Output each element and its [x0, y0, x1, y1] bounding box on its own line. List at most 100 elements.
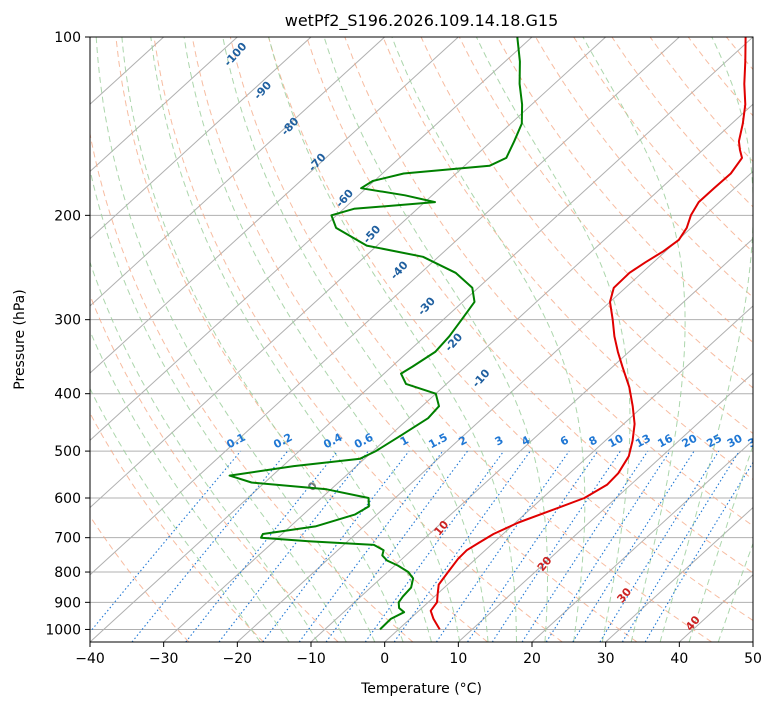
- moist-adiabat: [323, 37, 548, 642]
- isotherm: [163, 103, 753, 642]
- moist-adiabat: [95, 37, 376, 642]
- moist-adiabat: [475, 37, 631, 642]
- moist-adiabat: [121, 37, 404, 642]
- x-tick-label: 0: [380, 651, 389, 667]
- mixing-ratio-label: 16: [655, 432, 675, 451]
- dry-adiabat: [90, 412, 264, 642]
- isotherm: [90, 37, 238, 173]
- dry-adiabat-label: -90: [251, 78, 274, 102]
- mixing-ratio-line: [521, 450, 649, 642]
- dry-adiabat-label: -10: [470, 366, 493, 390]
- mixing-ratio-label: 30: [725, 432, 745, 451]
- mixing-ratio-label: 20: [680, 432, 700, 451]
- y-tick-label: 800: [54, 565, 81, 581]
- isotherm: [310, 237, 753, 642]
- isotherm: [457, 372, 753, 642]
- y-tick-label: 1000: [45, 622, 81, 638]
- y-tick-label: 400: [54, 387, 81, 403]
- sounding-series: [228, 37, 747, 631]
- mixing-ratio-line: [90, 450, 242, 633]
- moist-adiabat: [90, 167, 347, 642]
- x-tick-label: −10: [296, 651, 326, 667]
- moist-adiabat: [90, 260, 319, 642]
- dry-adiabat: [153, 37, 563, 642]
- dry-adiabat: [268, 37, 753, 622]
- mixing-ratio-line: [298, 450, 444, 642]
- isotherm: [90, 37, 607, 509]
- x-tick-label: −20: [223, 651, 253, 667]
- isotherm: [531, 439, 753, 642]
- moist-adiabat: [183, 37, 461, 642]
- mixing-ratio-label: 0.6: [352, 431, 376, 452]
- y-tick-label: 500: [54, 444, 81, 460]
- mixing-ratio-line: [491, 450, 621, 642]
- mixing-ratio-line: [435, 450, 570, 642]
- dry-adiabat-label: -60: [333, 186, 356, 210]
- dewpoint-line: [228, 37, 524, 631]
- isotherm: [90, 37, 533, 442]
- mixing-ratio-label: 0.2: [271, 431, 294, 452]
- y-tick-label: 700: [54, 531, 81, 547]
- chart-title: wetPf2_S196.2026.109.14.18.G15: [285, 11, 559, 31]
- x-tick-label: 20: [523, 651, 541, 667]
- x-tick-label: −30: [149, 651, 179, 667]
- dry-adiabat: [90, 515, 190, 642]
- x-tick-label: 30: [597, 651, 615, 667]
- isotherm: [236, 170, 753, 642]
- moist-adiabat: [150, 37, 432, 642]
- isotherm: [90, 37, 386, 307]
- skewed-isotherm-grid: [90, 37, 753, 642]
- mixing-ratio-label: 0.4: [321, 431, 345, 452]
- y-tick-label: 200: [54, 208, 81, 224]
- x-tick-label: −40: [75, 651, 105, 667]
- dry-adiabat: [420, 37, 753, 435]
- isopleth-labels: -100-90-80-70-60-50-40-30-20-100.1 0.2 0.4…: [221, 40, 753, 634]
- moist-adiabats: [90, 37, 753, 642]
- moist-adiabat: [222, 37, 489, 642]
- dry-adiabat: [496, 37, 753, 344]
- mixing-ratio-label: 3: [493, 433, 506, 448]
- mixing-ratio-line: [599, 450, 720, 642]
- temperature-line: [429, 37, 747, 630]
- mixing-ratio-label: 6: [558, 433, 571, 448]
- mixing-ratio-label: 2: [456, 433, 469, 448]
- dry-adiabat: [611, 37, 753, 208]
- y-tick-label: 900: [54, 595, 81, 611]
- mixing-ratio-label: 4: [519, 433, 532, 448]
- mixing-ratio-lines: [90, 450, 753, 642]
- mixing-ratio-line: [621, 450, 740, 642]
- dry-adiabat-label: -80: [279, 114, 302, 138]
- x-tick-label: 40: [670, 651, 688, 667]
- isotherm: [605, 506, 753, 642]
- dry-adiabat: [229, 37, 712, 642]
- isotherm: [384, 305, 753, 642]
- dry-adiabat-label: -40: [388, 258, 411, 282]
- x-axis-title: Temperature (°C): [360, 681, 482, 697]
- moist-adiabat: [582, 37, 686, 642]
- x-tick-label: 50: [744, 651, 762, 667]
- dry-adiabat-label: -30: [415, 294, 438, 318]
- mixing-ratio-label: 10: [606, 432, 626, 451]
- dry-adiabat: [344, 37, 753, 527]
- moist-adiabat: [90, 329, 290, 642]
- dry-adiabat-label: -20: [442, 330, 465, 354]
- mixing-ratio-line: [545, 450, 671, 642]
- mixing-ratio-line: [131, 450, 289, 642]
- dry-adiabat: [306, 37, 753, 574]
- mixing-ratio-line: [364, 450, 505, 642]
- isotherm: [752, 641, 753, 642]
- x-axis: −40 −30 −20 −10 0 10 20 30 40 50: [75, 642, 762, 667]
- isotherm: [90, 37, 680, 576]
- dry-adiabat: [90, 131, 414, 642]
- dry-adiabat-label: -70: [306, 150, 329, 174]
- isotherm: [90, 37, 459, 374]
- mixing-ratio-line: [262, 450, 410, 642]
- x-tick-label: 10: [449, 651, 467, 667]
- mixing-ratio-label: 25: [704, 432, 724, 451]
- mixing-ratio-line: [572, 450, 695, 642]
- dry-adiabat: [765, 37, 775, 642]
- dry-adiabat: [726, 37, 753, 71]
- mixing-ratio-line: [393, 450, 531, 642]
- moist-adiabat: [688, 443, 753, 642]
